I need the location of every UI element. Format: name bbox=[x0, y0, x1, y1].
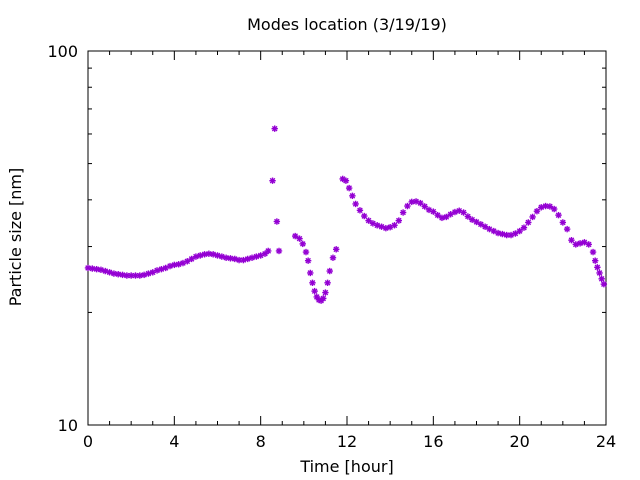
x-tick-label: 12 bbox=[337, 432, 357, 451]
data-point bbox=[271, 125, 278, 132]
data-point bbox=[555, 211, 562, 219]
data-point bbox=[391, 222, 398, 229]
data-point bbox=[275, 247, 283, 255]
data-point bbox=[594, 264, 601, 271]
data-point bbox=[231, 255, 238, 263]
plot-area-frame bbox=[87, 50, 607, 426]
data-point bbox=[227, 255, 234, 262]
data-point bbox=[273, 218, 281, 225]
data-point bbox=[572, 241, 579, 248]
data-point bbox=[345, 184, 353, 192]
data-point bbox=[320, 295, 327, 302]
x-tick-label: 24 bbox=[596, 432, 616, 451]
data-point bbox=[568, 236, 575, 244]
data-point bbox=[205, 250, 213, 257]
data-point bbox=[559, 219, 567, 226]
data-point bbox=[434, 211, 441, 219]
data-point bbox=[269, 177, 276, 184]
data-point bbox=[486, 225, 493, 233]
data-point bbox=[529, 213, 536, 221]
data-point bbox=[311, 287, 318, 295]
data-point bbox=[356, 207, 364, 214]
data-point bbox=[93, 265, 100, 273]
data-point bbox=[296, 235, 303, 242]
data-point bbox=[253, 253, 260, 260]
data-point bbox=[460, 209, 467, 216]
data-point bbox=[399, 209, 407, 216]
data-point bbox=[520, 224, 528, 231]
data-point bbox=[551, 205, 558, 213]
data-point bbox=[307, 269, 314, 277]
x-tick-label: 0 bbox=[83, 432, 93, 451]
data-point bbox=[533, 207, 541, 215]
data-point bbox=[600, 280, 608, 288]
data-point bbox=[430, 208, 437, 215]
data-point bbox=[581, 239, 588, 246]
data-point bbox=[342, 177, 350, 184]
data-series bbox=[84, 125, 608, 304]
data-point bbox=[214, 252, 221, 259]
y-tick-label: 100 bbox=[47, 42, 78, 61]
data-point bbox=[585, 241, 592, 248]
x-axis-label: Time [hour] bbox=[299, 457, 393, 476]
data-point bbox=[546, 203, 554, 210]
data-point bbox=[525, 219, 532, 226]
data-point bbox=[324, 279, 331, 287]
data-point bbox=[451, 208, 459, 216]
data-point bbox=[349, 192, 356, 200]
y-axis: 10 100 bbox=[47, 42, 606, 435]
data-point bbox=[304, 257, 312, 264]
data-point bbox=[592, 257, 599, 264]
x-tick-label: 16 bbox=[423, 432, 443, 451]
data-point bbox=[257, 252, 264, 259]
data-point bbox=[443, 213, 450, 221]
data-point bbox=[299, 240, 306, 248]
data-point bbox=[352, 200, 359, 208]
data-point bbox=[309, 279, 316, 287]
data-point bbox=[516, 227, 523, 235]
data-point bbox=[481, 223, 489, 230]
chart-title: Modes location (3/19/19) bbox=[247, 15, 447, 34]
data-point bbox=[589, 248, 597, 256]
data-point bbox=[361, 212, 368, 220]
data-point bbox=[292, 232, 299, 240]
data-point bbox=[326, 267, 333, 275]
data-point bbox=[365, 217, 372, 224]
data-point bbox=[333, 246, 340, 253]
data-point bbox=[329, 254, 337, 261]
x-axis: 0 4 8 12 16 20 24 bbox=[83, 51, 616, 451]
data-point bbox=[322, 289, 329, 296]
data-point bbox=[477, 221, 485, 228]
x-tick-label: 8 bbox=[256, 432, 266, 451]
data-point bbox=[596, 269, 603, 277]
data-point bbox=[265, 247, 272, 255]
y-tick-label: 10 bbox=[58, 416, 78, 435]
data-point bbox=[512, 230, 519, 237]
data-point bbox=[464, 213, 472, 220]
data-point bbox=[84, 264, 92, 272]
data-point bbox=[123, 272, 131, 279]
data-point bbox=[404, 202, 411, 210]
data-point bbox=[598, 275, 605, 282]
data-point bbox=[421, 203, 428, 210]
data-point bbox=[209, 251, 217, 258]
y-axis-label: Particle size [nm] bbox=[6, 168, 25, 307]
data-point bbox=[395, 217, 402, 224]
data-point bbox=[563, 225, 571, 233]
x-tick-label: 20 bbox=[509, 432, 529, 451]
data-point bbox=[302, 248, 310, 256]
x-tick-label: 4 bbox=[169, 432, 179, 451]
data-point bbox=[382, 224, 390, 232]
